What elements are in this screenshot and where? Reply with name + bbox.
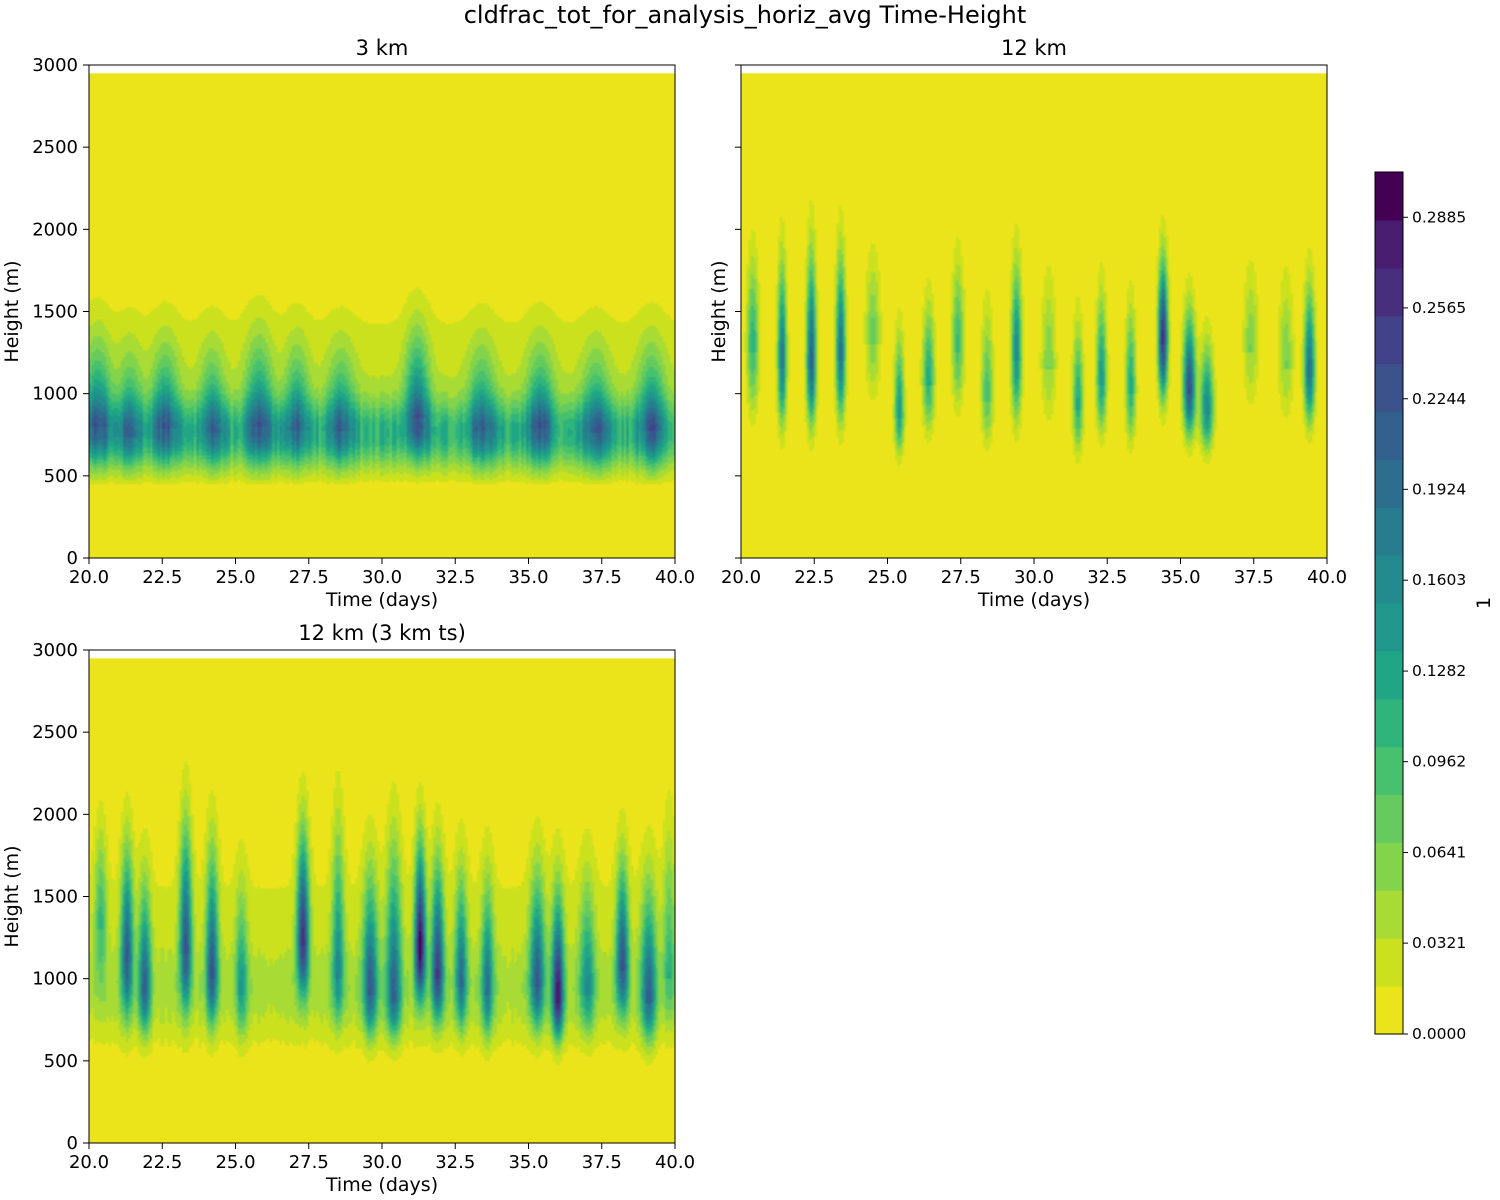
y-tick-label: 3000 xyxy=(32,55,78,76)
colorbar-tick-label: 0.0962 xyxy=(1412,753,1466,771)
colorbar-tick-label: 0.0641 xyxy=(1412,844,1466,862)
x-axis-label: Time (days) xyxy=(325,1174,438,1196)
colorbar-level xyxy=(1375,794,1403,844)
colorbar-level xyxy=(1375,507,1403,556)
x-tick-label: 20.0 xyxy=(69,1152,109,1173)
y-tick-label: 500 xyxy=(44,1051,78,1072)
colorbar-level xyxy=(1375,459,1403,508)
colorbar-level xyxy=(1375,315,1403,365)
y-axis-label: Height (m) xyxy=(708,260,730,362)
x-tick-label: 32.5 xyxy=(435,567,475,588)
colorbar-level xyxy=(1375,267,1403,317)
x-tick-label: 22.5 xyxy=(142,567,182,588)
colorbar-level xyxy=(1375,219,1403,269)
y-axis-label: Height (m) xyxy=(1,845,23,947)
colorbar-level xyxy=(1375,938,1403,987)
heatmap-field xyxy=(89,650,675,1143)
colorbar-tick-label: 0.2565 xyxy=(1412,299,1466,317)
y-tick-label: 1500 xyxy=(32,302,78,323)
heatmap-field xyxy=(89,65,675,558)
x-tick-label: 32.5 xyxy=(1087,567,1127,588)
x-tick-label: 27.5 xyxy=(289,567,329,588)
panel-title: 12 km (3 km ts) xyxy=(298,621,466,645)
colorbar-level xyxy=(1375,746,1403,796)
x-tick-label: 20.0 xyxy=(721,567,761,588)
x-tick-label: 30.0 xyxy=(362,567,402,588)
colorbar-level xyxy=(1375,650,1403,700)
y-tick-label: 0 xyxy=(67,1133,78,1154)
x-tick-label: 22.5 xyxy=(142,1152,182,1173)
x-tick-label: 40.0 xyxy=(655,1152,695,1173)
colorbar-level xyxy=(1375,842,1403,891)
heatmap-field xyxy=(741,65,1327,558)
colorbar-label: 1 xyxy=(1473,597,1495,609)
colorbar-tick-label: 0.1282 xyxy=(1412,662,1466,680)
x-tick-label: 27.5 xyxy=(289,1152,329,1173)
colorbar-level xyxy=(1375,172,1403,221)
x-tick-label: 30.0 xyxy=(362,1152,402,1173)
panel-1: 3 km 20.0 22.5 25.0 27.5 30.0 32.5 35.0 37.5 40.0… xyxy=(1,36,695,611)
x-tick-label: 20.0 xyxy=(69,567,109,588)
x-tick-label: 35.0 xyxy=(508,567,548,588)
colorbar-level xyxy=(1375,411,1403,460)
x-tick-label: 25.0 xyxy=(215,567,255,588)
y-tick-label: 500 xyxy=(44,466,78,487)
colorbar-level xyxy=(1375,698,1403,748)
colorbar-level xyxy=(1375,603,1403,652)
panel-3: 12 km (3 km ts) 20.0 22.5 25.0 27.5 30.0 32.5 3… xyxy=(1,621,695,1196)
x-tick-label: 37.5 xyxy=(582,1152,622,1173)
x-tick-label: 37.5 xyxy=(582,567,622,588)
x-tick-label: 22.5 xyxy=(794,567,834,588)
y-tick-label: 3000 xyxy=(32,640,78,661)
panels: 3 km 20.0 22.5 25.0 27.5 30.0 32.5 35.0 37.5 40.0… xyxy=(1,36,1347,1196)
y-tick-label: 2500 xyxy=(32,722,78,743)
x-tick-label: 25.0 xyxy=(215,1152,255,1173)
x-tick-label: 35.0 xyxy=(508,1152,548,1173)
x-tick-label: 25.0 xyxy=(867,567,907,588)
x-axis-label: Time (days) xyxy=(977,589,1090,611)
colorbar-level xyxy=(1375,555,1403,604)
colorbar-level xyxy=(1375,986,1403,1035)
panel-2: 12 km 20.0 22.5 25.0 27.5 30.0 32.5 35.0 37.5 40.… xyxy=(708,36,1347,611)
colorbar-tick-label: 0.1924 xyxy=(1412,480,1466,498)
panel-title: 12 km xyxy=(1001,36,1067,60)
y-tick-label: 1500 xyxy=(32,887,78,908)
colorbar-tick-label: 0.0000 xyxy=(1412,1025,1466,1043)
x-tick-label: 40.0 xyxy=(655,567,695,588)
y-tick-label: 2500 xyxy=(32,137,78,158)
colorbar-tick-label: 0.2244 xyxy=(1412,390,1466,408)
colorbar-level xyxy=(1375,890,1403,939)
y-tick-label: 1000 xyxy=(32,384,78,405)
x-tick-label: 40.0 xyxy=(1307,567,1347,588)
figure-title: cldfrac_tot_for_analysis_horiz_avg Time-… xyxy=(464,1,1027,29)
y-tick-label: 1000 xyxy=(32,969,78,990)
y-tick-label: 2000 xyxy=(32,804,78,825)
y-axis-label: Height (m) xyxy=(1,260,23,362)
colorbar-frame xyxy=(1374,171,1404,1035)
x-tick-label: 32.5 xyxy=(435,1152,475,1173)
colorbar: 0.0000 0.0321 0.0641 0.0962 0.1282 0.1603 0.19… xyxy=(1374,171,1495,1043)
x-tick-label: 37.5 xyxy=(1234,567,1274,588)
panel-title: 3 km xyxy=(356,36,409,60)
colorbar-tick-label: 0.0321 xyxy=(1412,934,1466,952)
y-tick-label: 0 xyxy=(67,548,78,569)
x-tick-label: 27.5 xyxy=(941,567,981,588)
y-tick-label: 2000 xyxy=(32,219,78,240)
colorbar-tick-label: 0.2885 xyxy=(1412,208,1466,226)
x-tick-label: 35.0 xyxy=(1160,567,1200,588)
x-axis-label: Time (days) xyxy=(325,589,438,611)
x-tick-label: 30.0 xyxy=(1014,567,1054,588)
colorbar-level xyxy=(1375,363,1403,413)
colorbar-tick-label: 0.1603 xyxy=(1412,571,1466,589)
